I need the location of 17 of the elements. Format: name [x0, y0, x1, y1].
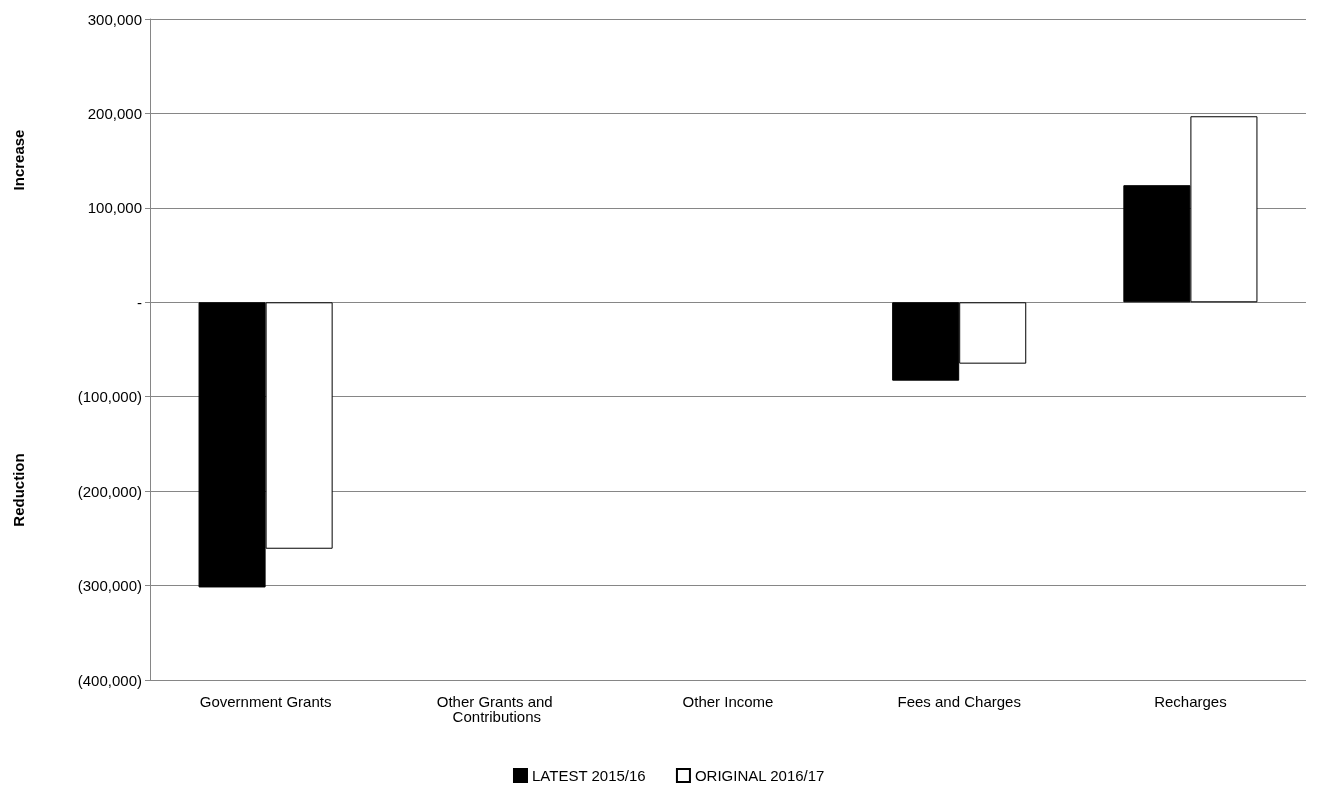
text: Reduction	[9, 453, 27, 527]
y-tick-label: 200,000	[87, 104, 142, 122]
x-tick-label: Other Grants and Contributions	[436, 693, 557, 725]
y-tick-label: (300,000)	[77, 577, 142, 595]
y-tick-label: -	[137, 293, 142, 311]
legend-label: ORIGINAL 2016/17	[694, 767, 825, 784]
x-tick-label: Recharges	[1154, 693, 1227, 710]
y-tick-label: (200,000)	[77, 482, 142, 500]
y-tick-label: (400,000)	[77, 671, 142, 689]
y-axis-title: Increase	[9, 129, 27, 191]
x-tick-label: Fees and Charges	[897, 693, 1021, 710]
x-tick-label: Government Grants	[199, 693, 332, 710]
x-tick-label: Other Income	[682, 693, 774, 710]
legend-label: LATEST 2015/16	[531, 767, 646, 784]
y-tick-label: (100,000)	[77, 388, 142, 406]
y-tick-label: 300,000	[87, 10, 142, 28]
y-tick-label: 100,000	[87, 199, 142, 217]
